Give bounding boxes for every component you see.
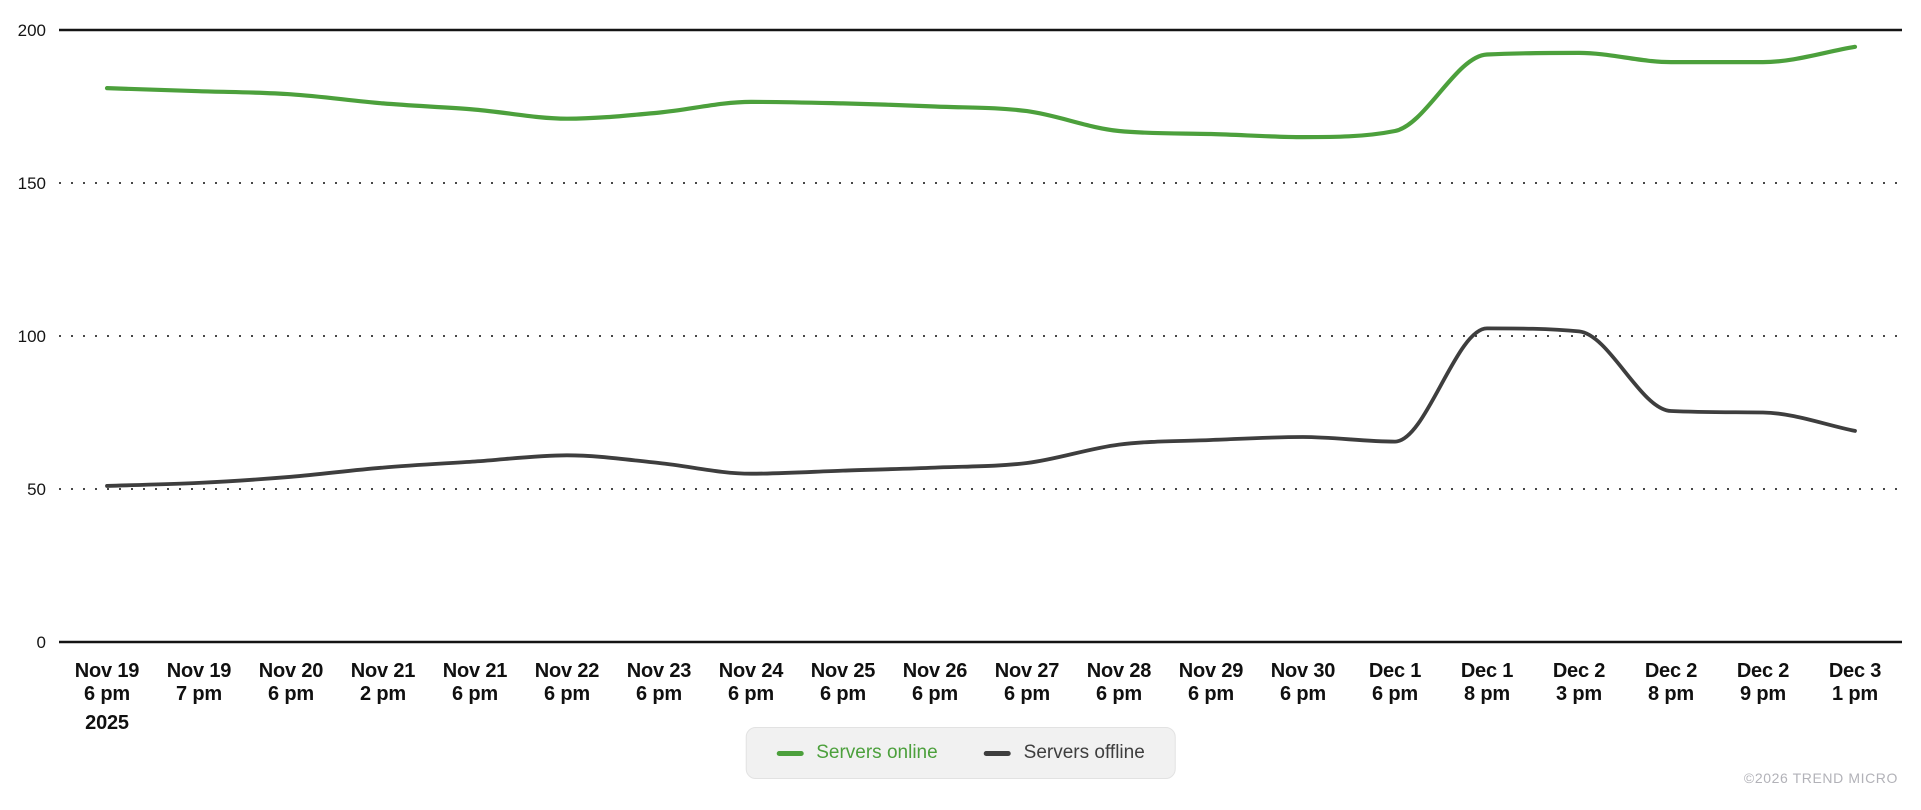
legend-swatch-online-icon	[776, 750, 804, 756]
legend-swatch-offline-icon	[983, 750, 1011, 756]
y-tick-label-50: 50	[27, 480, 46, 499]
y-tick-label-100: 100	[18, 327, 46, 346]
x-tick-label-10: Nov 27 6 pm	[995, 660, 1059, 705]
x-tick-label-8: Nov 25 6 pm	[811, 660, 875, 705]
x-tick-label-12: Nov 29 6 pm	[1179, 660, 1243, 705]
legend-label-servers-offline: Servers offline	[1023, 742, 1145, 763]
chart-legend: Servers online Servers offline	[745, 727, 1176, 779]
y-tick-label-0: 0	[37, 633, 46, 652]
x-tick-label-0: Nov 19 6 pm	[75, 660, 139, 705]
series-line-servers-online[interactable]	[104, 44, 1858, 140]
y-tick-label-150: 150	[18, 174, 46, 193]
x-tick-label-11: Nov 28 6 pm	[1087, 660, 1151, 705]
legend-item-servers-offline[interactable]: Servers offline	[983, 742, 1145, 764]
copyright-text: ©2026 TREND MICRO	[1743, 770, 1898, 786]
x-tick-label-3: Nov 21 2 pm	[351, 660, 415, 705]
legend-item-servers-online[interactable]: Servers online	[776, 742, 938, 764]
y-tick-label-200: 200	[18, 21, 46, 40]
x-tick-label-13: Nov 30 6 pm	[1271, 660, 1335, 705]
x-tick-label-1: Nov 19 7 pm	[167, 660, 231, 705]
x-tick-label-7: Nov 24 6 pm	[719, 660, 784, 705]
x-axis-year-label: 2025	[85, 712, 129, 734]
x-tick-label-4: Nov 21 6 pm	[443, 660, 507, 705]
x-tick-label-2: Nov 20 6 pm	[259, 660, 323, 705]
legend-label-servers-online: Servers online	[816, 742, 938, 763]
x-tick-label-5: Nov 22 6 pm	[535, 660, 599, 705]
series-line-servers-offline[interactable]	[105, 326, 1857, 488]
x-tick-label-6: Nov 23 6 pm	[627, 660, 691, 705]
x-tick-label-9: Nov 26 6 pm	[903, 660, 967, 705]
